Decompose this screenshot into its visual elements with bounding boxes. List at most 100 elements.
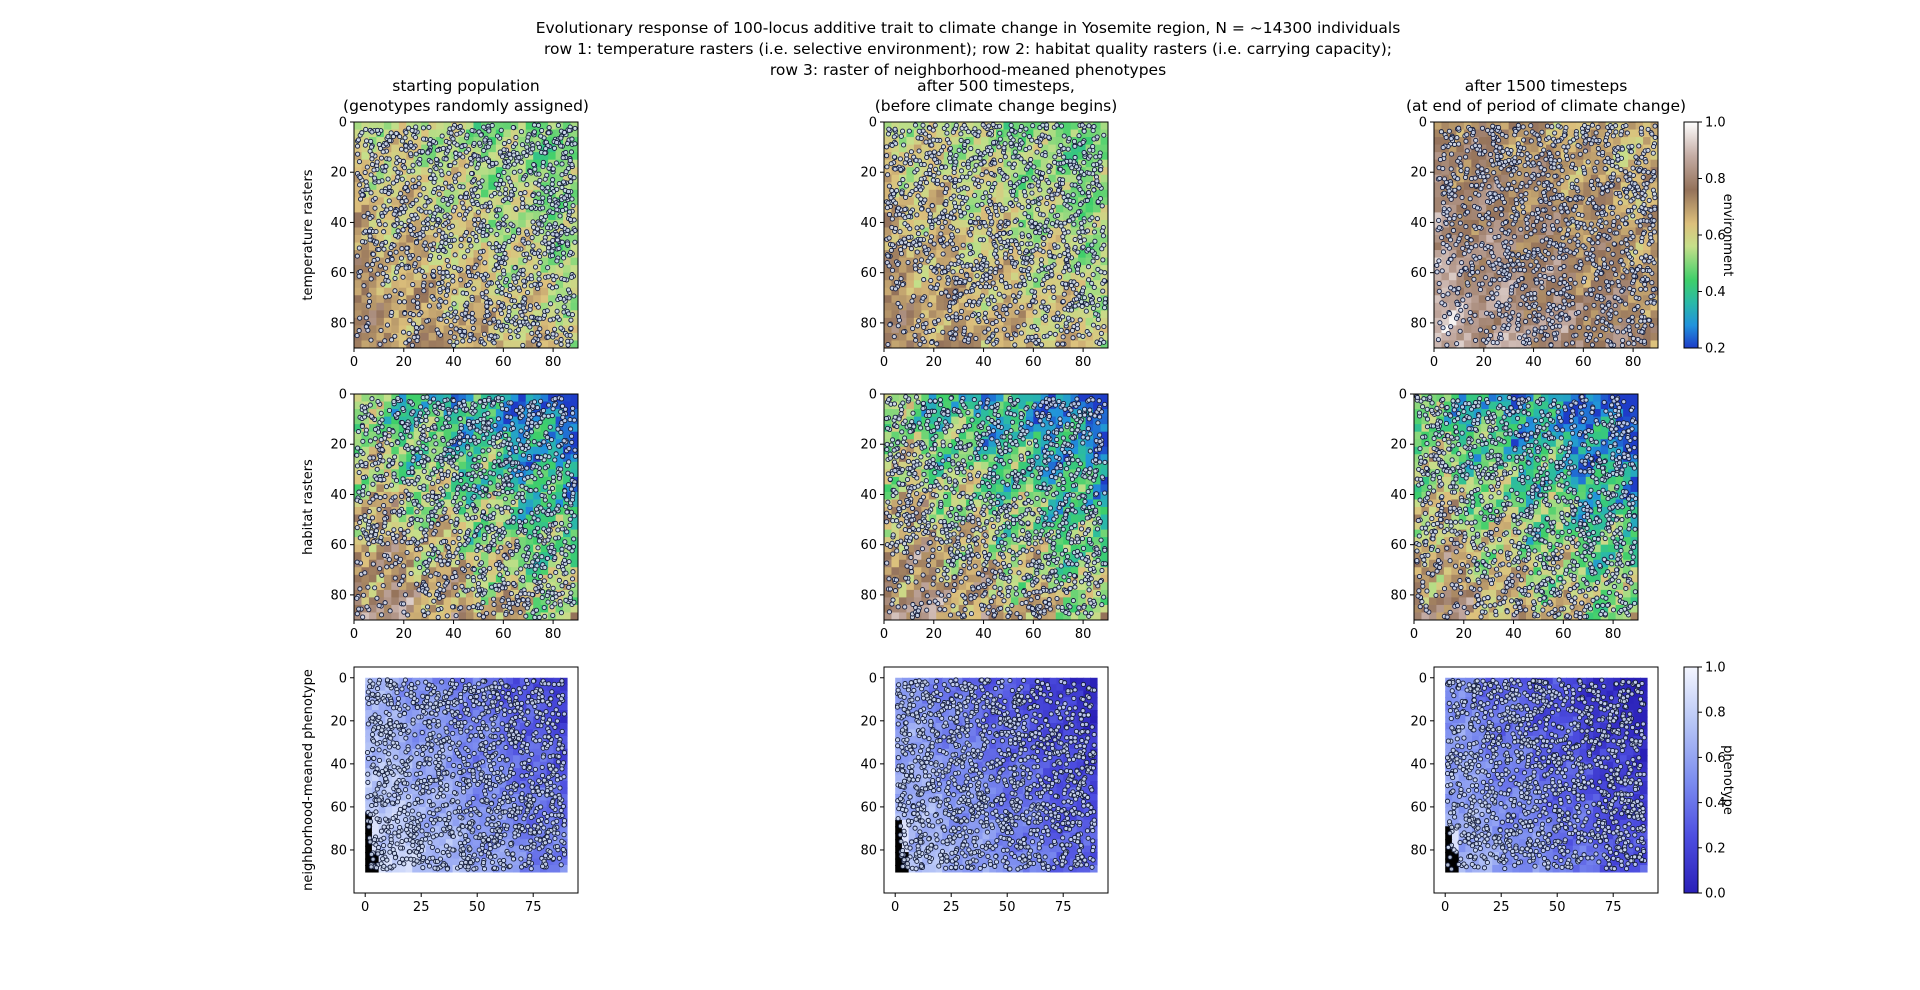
- y-tick-label: 20: [860, 714, 877, 729]
- panel-title-line-1: starting population: [392, 77, 539, 95]
- x-tick-label: 0: [361, 900, 369, 915]
- row-label: habitat rasters: [301, 459, 316, 555]
- x-tick-label: 0: [350, 355, 358, 370]
- x-tick-label: 20: [926, 355, 943, 370]
- x-tick-label: 0: [1441, 900, 1449, 915]
- x-tick-label: 75: [1605, 900, 1622, 915]
- axes-frame: [353, 393, 579, 621]
- colorbar-tick-label: 0.6: [1705, 229, 1726, 244]
- y-tick-label: 20: [330, 438, 347, 453]
- y-tick-label: 60: [860, 266, 877, 281]
- y-tick-label: 60: [1410, 800, 1427, 815]
- individuals-temp-start: [354, 122, 578, 348]
- y-tick-label: 0: [869, 116, 877, 131]
- figure-title-line-3: row 3: raster of neighborhood-meaned phe…: [770, 61, 1166, 79]
- x-tick-label: 60: [495, 627, 512, 642]
- x-tick-label: 25: [943, 900, 960, 915]
- y-tick-label: 80: [330, 588, 347, 603]
- colorbar-phenotype: 0.0 0.2 0.4 0.6 0.8 1.0 phenotype: [1683, 661, 1735, 902]
- y-tick-label: 20: [330, 166, 347, 181]
- individuals-pheno-1500: [1444, 677, 1648, 872]
- y-tick-label: 80: [860, 316, 877, 331]
- raster-pheno-start: [354, 667, 578, 893]
- y-tick-label: 40: [1410, 216, 1427, 231]
- x-tick-label: 0: [891, 900, 899, 915]
- x-tick-label: 40: [975, 355, 992, 370]
- y-tick-label: 0: [1419, 116, 1427, 131]
- x-tick-label: 40: [1505, 627, 1522, 642]
- x-tick-label: 50: [469, 900, 486, 915]
- y-tick-label: 20: [1390, 438, 1407, 453]
- x-tick-label: 20: [1476, 355, 1493, 370]
- axes-frame: [883, 121, 1109, 349]
- y-tick-label: 80: [1410, 843, 1427, 858]
- panel-temp-start: 0 20 40 60 80 0 20 40 60 80 starting population (ge…: [301, 77, 589, 370]
- axes-frame: [1413, 393, 1639, 621]
- x-tick-label: 0: [1410, 627, 1418, 642]
- row-label: temperature rasters: [301, 169, 316, 300]
- axes-frame: [1433, 121, 1659, 349]
- y-tick-label: 60: [1410, 266, 1427, 281]
- figure-title-line-2: row 1: temperature rasters (i.e. selecti…: [544, 40, 1392, 58]
- colorbar-tick-label: 0.2: [1705, 342, 1726, 357]
- x-tick-label: 50: [999, 900, 1016, 915]
- x-tick-label: 40: [1525, 355, 1542, 370]
- y-tick-label: 40: [860, 488, 877, 503]
- x-tick-label: 75: [1055, 900, 1072, 915]
- x-tick-label: 80: [1075, 627, 1092, 642]
- x-tick-label: 60: [495, 355, 512, 370]
- y-tick-label: 40: [860, 216, 877, 231]
- y-tick-label: 40: [860, 757, 877, 772]
- panel-title-line-2: (at end of period of climate change): [1406, 97, 1686, 115]
- x-tick-label: 0: [880, 627, 888, 642]
- colorbar-tick-label: 0.0: [1705, 887, 1726, 902]
- x-tick-label: 60: [1025, 355, 1042, 370]
- y-tick-label: 40: [1410, 757, 1427, 772]
- panel-pheno-500: 0 25 50 75 0 20 40 60 80: [860, 666, 1109, 915]
- x-tick-label: 20: [396, 355, 413, 370]
- y-tick-label: 20: [1410, 714, 1427, 729]
- x-tick-label: 0: [350, 627, 358, 642]
- y-tick-label: 20: [860, 166, 877, 181]
- y-tick-label: 0: [339, 388, 347, 403]
- y-tick-label: 80: [860, 588, 877, 603]
- raster-temp-1500: [1434, 122, 1658, 348]
- colorbar-tick-label: 0.4: [1705, 285, 1726, 300]
- y-tick-label: 20: [330, 714, 347, 729]
- colorbar-tick-label: 1.0: [1705, 116, 1726, 131]
- individuals-hab-start: [354, 394, 578, 620]
- x-tick-label: 20: [396, 627, 413, 642]
- y-tick-label: 0: [869, 388, 877, 403]
- axes-frame: [353, 666, 579, 894]
- panel-title-line-2: (genotypes randomly assigned): [343, 97, 589, 115]
- x-tick-label: 40: [445, 627, 462, 642]
- y-tick-label: 0: [339, 671, 347, 686]
- figure-title-line-1: Evolutionary response of 100-locus addit…: [536, 19, 1401, 37]
- y-tick-label: 60: [860, 800, 877, 815]
- colorbar-environment: 0.2 0.4 0.6 0.8 1.0 environment: [1683, 116, 1735, 357]
- panel-temp-500: 0 20 40 60 80 0 20 40 60 80 after 500 timesteps, (b…: [860, 77, 1117, 370]
- axes-frame: [883, 666, 1109, 894]
- raster-pheno-500: [884, 667, 1108, 893]
- panel-title-line-1: after 1500 timesteps: [1465, 77, 1628, 95]
- raster-hab-500: [884, 394, 1108, 620]
- y-tick-label: 80: [330, 843, 347, 858]
- y-tick-label: 60: [1390, 538, 1407, 553]
- panel-temp-1500: 0 20 40 60 80 0 20 40 60 80 after 1500 timesteps (a…: [1406, 77, 1686, 370]
- panel-title-line-1: after 500 timesteps,: [917, 77, 1075, 95]
- x-tick-label: 80: [1625, 355, 1642, 370]
- colorbar-tick-label: 0.2: [1705, 841, 1726, 856]
- raster-hab-1500: [1414, 394, 1638, 620]
- x-tick-label: 80: [545, 627, 562, 642]
- axes-frame: [883, 393, 1109, 621]
- individuals-hab-1500: [1414, 394, 1638, 620]
- raster-temp-start: [354, 122, 578, 348]
- colorbar-label: environment: [1720, 194, 1735, 277]
- y-tick-label: 80: [1410, 316, 1427, 331]
- y-tick-label: 80: [330, 316, 347, 331]
- colorbar-tick-label: 1.0: [1705, 661, 1726, 676]
- x-tick-label: 75: [525, 900, 542, 915]
- y-tick-label: 20: [1410, 166, 1427, 181]
- y-tick-label: 40: [330, 488, 347, 503]
- individuals-pheno-start: [364, 677, 568, 872]
